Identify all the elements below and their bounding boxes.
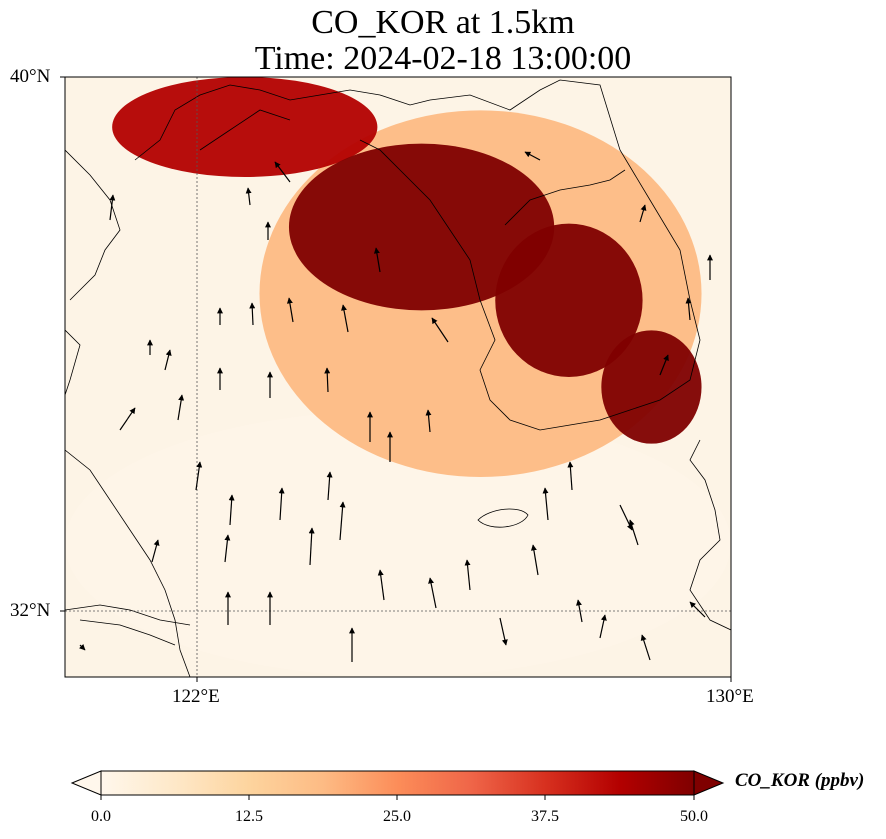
wind-vectors: [79, 151, 713, 662]
wind-arrow: [689, 601, 706, 618]
wind-arrow: [339, 501, 346, 541]
korea-coastline: [359, 79, 701, 431]
wind-arrow: [599, 614, 607, 639]
wind-arrow: [373, 247, 381, 273]
jeju-island: [477, 508, 529, 528]
wind-arrow: [224, 534, 231, 563]
gridlines: [65, 77, 731, 677]
korea-border: [504, 169, 626, 226]
wind-arrow: [151, 539, 160, 563]
wind-arrow: [274, 161, 291, 183]
colorbar-tick-1: 12.5: [235, 808, 263, 825]
china-coastline: [65, 149, 191, 677]
wind-arrow: [640, 634, 651, 661]
co-region-2: [112, 77, 378, 177]
colorbar-tick-4: 50.0: [680, 808, 708, 825]
lon-tick-122: 122°E: [172, 686, 220, 707]
wind-arrow: [425, 409, 432, 433]
wind-arrow: [79, 644, 86, 651]
wind-arrow: [524, 151, 541, 161]
lat-tick-32: 32°N: [10, 600, 51, 621]
map-title-line2: Time: 2024-02-18 13:00:00: [254, 40, 632, 77]
wind-arrow: [195, 461, 203, 491]
colorbar-gradient: [100, 770, 695, 796]
coastlines: [65, 79, 731, 677]
wind-arrow: [576, 599, 583, 623]
wind-arrow: [119, 407, 136, 431]
lat-tick-40: 40°N: [10, 66, 51, 87]
yangtze-delta: [65, 604, 191, 646]
co-region-0: [65, 410, 731, 677]
co-region-5: [601, 330, 702, 444]
wind-arrow: [324, 367, 331, 393]
wind-arrow: [431, 317, 449, 343]
liaodong-coastline: [134, 84, 431, 161]
wind-arrow: [685, 297, 692, 321]
wind-arrow: [245, 187, 252, 206]
wind-arrow: [567, 461, 574, 491]
wind-arrow: [659, 354, 669, 376]
wind-arrow: [109, 194, 116, 221]
wind-arrow: [428, 577, 437, 609]
wind-arrow: [499, 617, 508, 646]
wind-arrow: [177, 394, 185, 421]
co-concentration-field: [65, 77, 731, 677]
wind-arrow: [249, 302, 256, 326]
wind-arrow: [164, 349, 172, 371]
co-region-4: [288, 143, 555, 311]
wind-arrow: [286, 297, 294, 323]
colorbar-tick-0: 0.0: [91, 808, 111, 825]
colorbar-tick-3: 37.5: [531, 808, 559, 825]
wind-arrow: [377, 569, 385, 601]
wind-arrow: [308, 527, 315, 566]
colorbar-extend-max: [693, 770, 725, 796]
wind-arrow: [628, 519, 639, 546]
wind-arrow: [228, 494, 235, 526]
map-frame: [64, 76, 732, 678]
colorbar-extend-min: [70, 770, 102, 796]
wind-arrow: [464, 559, 471, 591]
wind-arrow: [639, 204, 647, 223]
map-title-line1: CO_KOR at 1.5km: [311, 4, 575, 41]
colorbar-title: CO_KOR (ppbv): [735, 770, 865, 791]
wind-arrow: [530, 544, 539, 576]
colorbar-tick-2: 25.0: [383, 808, 411, 825]
wind-arrow: [278, 487, 285, 521]
wind-arrow: [341, 304, 349, 333]
wind-arrow: [542, 487, 549, 521]
lon-tick-130: 130°E: [706, 686, 754, 707]
wind-arrow: [326, 471, 333, 501]
japan-kyushu-coast: [689, 439, 731, 631]
